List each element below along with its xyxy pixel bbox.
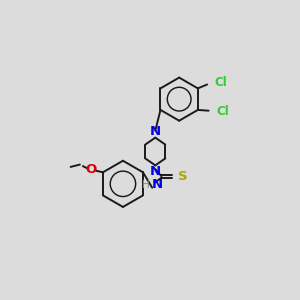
Text: O: O	[85, 164, 96, 176]
Text: N: N	[152, 178, 163, 191]
Text: N: N	[150, 124, 161, 138]
Text: H: H	[142, 180, 150, 190]
Text: S: S	[178, 169, 188, 183]
Text: Cl: Cl	[215, 76, 227, 89]
Text: Cl: Cl	[216, 105, 229, 118]
Text: N: N	[150, 165, 161, 178]
